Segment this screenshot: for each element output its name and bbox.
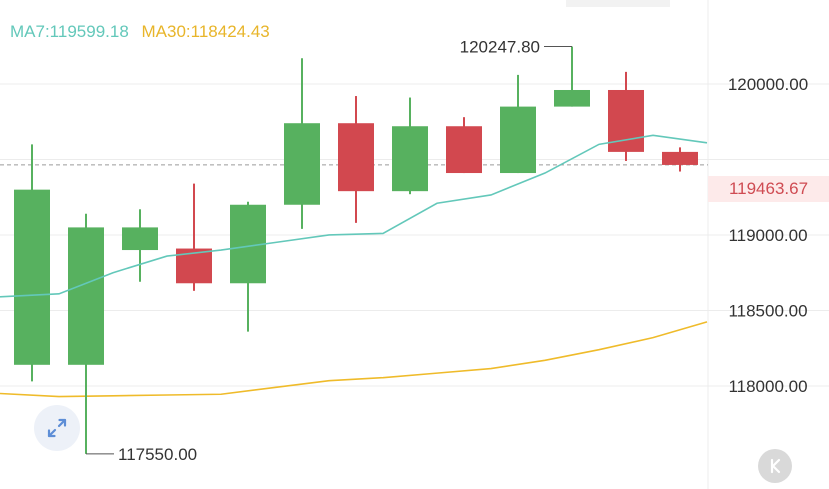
expand-arrows-icon	[47, 418, 67, 438]
candle-body	[554, 89, 590, 107]
top-tab-indicator	[566, 0, 670, 7]
moving-average-legend: MA7:119599.18 MA30:118424.43	[10, 22, 278, 42]
low-price-annotation: 117550.00	[118, 445, 197, 464]
candle-body	[284, 123, 320, 205]
candle-body	[68, 227, 104, 365]
candle-body	[500, 106, 536, 174]
y-axis-tick-label: 118000.00	[728, 377, 807, 396]
candle-body	[122, 227, 158, 251]
y-axis-tick-label: 119000.00	[728, 226, 807, 245]
y-axis-tick-label: 120000.00	[728, 75, 808, 94]
candle-body	[662, 151, 698, 165]
ma30-legend-label: MA30:118424.43	[141, 22, 270, 41]
current-price-badge: 119463.67	[708, 176, 829, 202]
ma7-legend-label: MA7:119599.18	[10, 22, 129, 41]
k-button[interactable]	[758, 449, 792, 483]
ma7-line	[0, 134, 708, 298]
candle-body	[392, 126, 428, 192]
expand-button[interactable]	[34, 405, 80, 451]
candle-body	[338, 123, 374, 192]
y-axis-tick-label: 118500.00	[728, 301, 807, 320]
high-price-annotation: 120247.80	[460, 38, 540, 57]
ma30-line	[0, 321, 708, 398]
candle-body	[446, 126, 482, 174]
k-icon	[770, 458, 781, 474]
candle-body	[14, 189, 50, 365]
